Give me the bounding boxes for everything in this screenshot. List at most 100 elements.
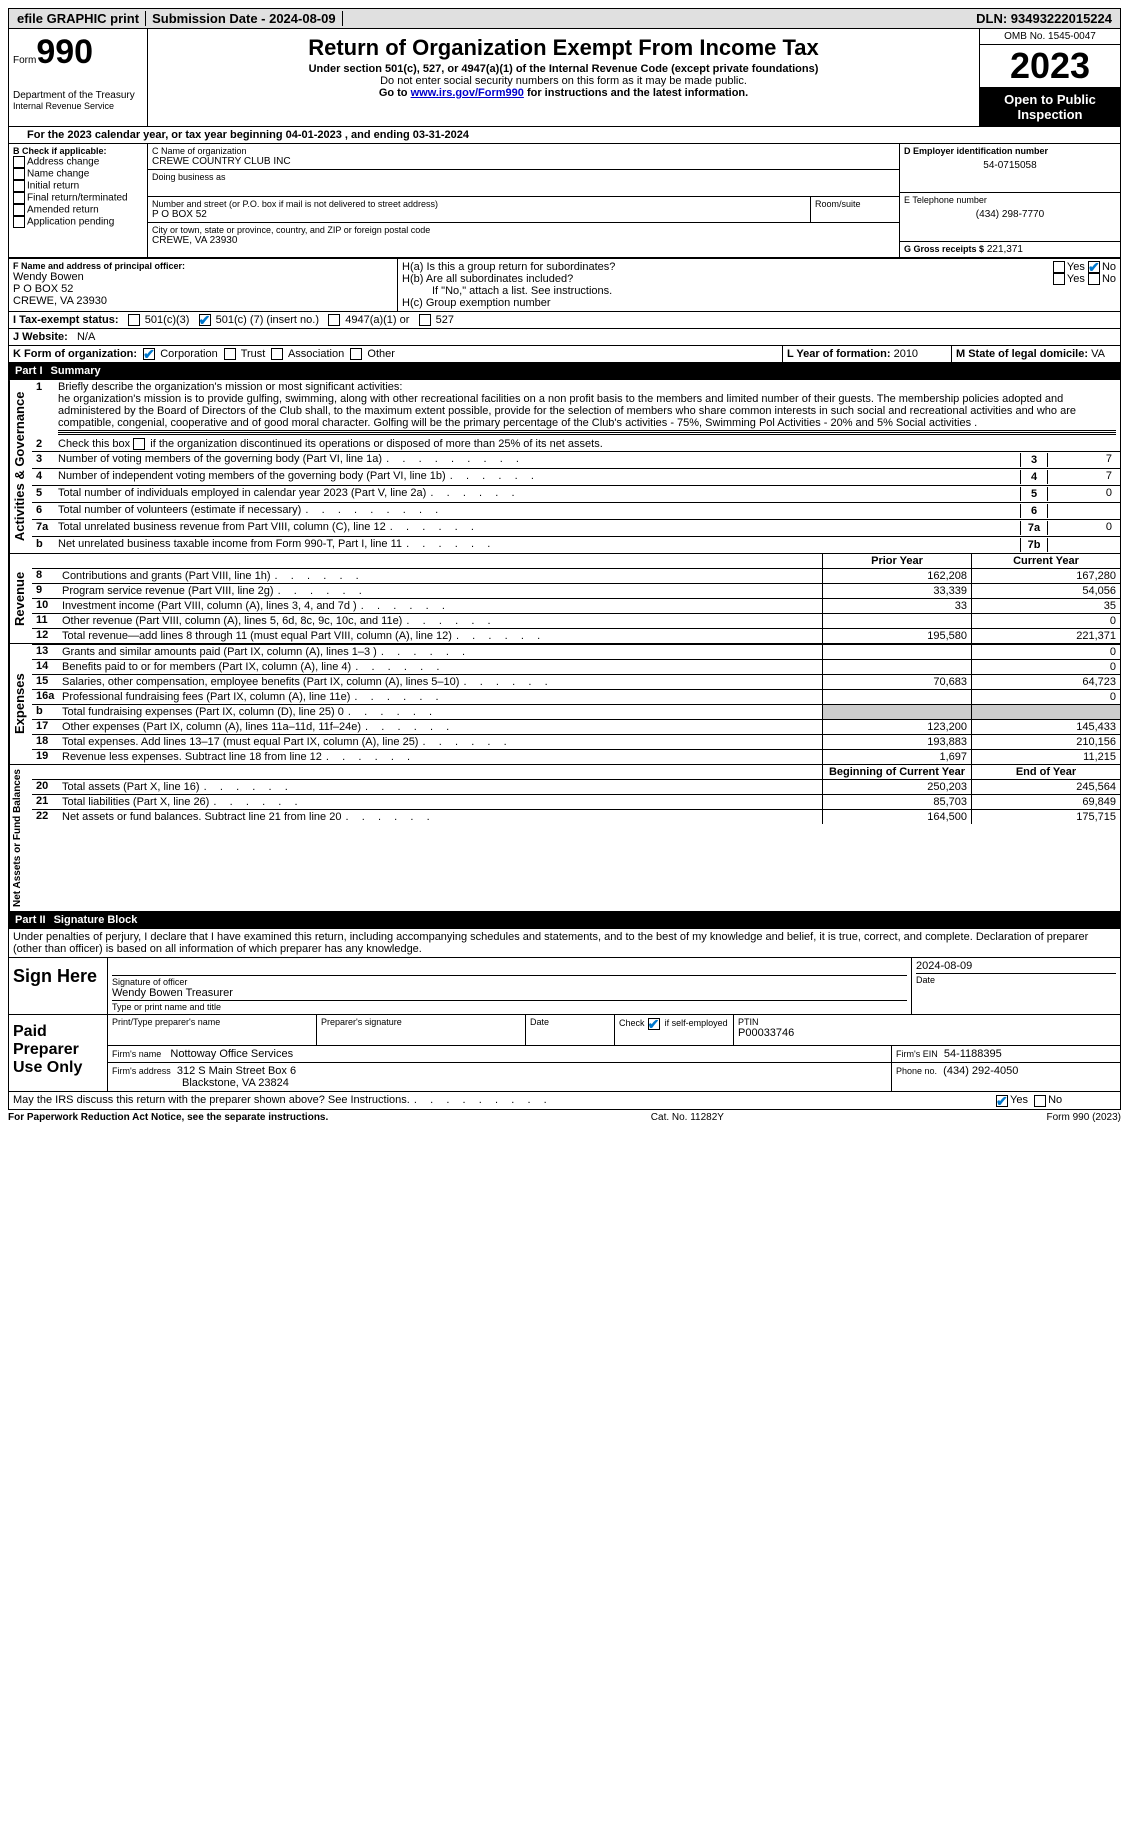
irs-link[interactable]: www.irs.gov/Form990 (411, 87, 524, 99)
sig-date-label: Date (916, 975, 1116, 985)
row-curr: 0 (971, 614, 1120, 628)
row-num: 22 (32, 810, 58, 824)
paid-preparer-block: Paid Preparer Use Only Print/Type prepar… (8, 1015, 1121, 1092)
row-prior: 70,683 (822, 675, 971, 689)
dept-treasury: Department of the Treasury (13, 90, 143, 101)
row-desc: Total liabilities (Part X, line 26) (58, 795, 822, 809)
cat-number: Cat. No. 11282Y (651, 1112, 724, 1123)
row-desc: Program service revenue (Part VIII, line… (58, 584, 822, 598)
row-prior: 123,200 (822, 720, 971, 734)
form-label: Form (13, 55, 36, 66)
hb-yes-checkbox[interactable] (1053, 273, 1065, 285)
row-num: 8 (32, 569, 58, 583)
submission-date: Submission Date - 2024-08-09 (146, 11, 343, 26)
cb-discontinued[interactable] (133, 438, 145, 450)
l7a: Total unrelated business revenue from Pa… (58, 521, 1020, 533)
row-desc: Investment income (Part VIII, column (A)… (58, 599, 822, 613)
cb-other[interactable] (350, 348, 362, 360)
perjury-declaration: Under penalties of perjury, I declare th… (8, 929, 1121, 958)
part1-header: Part I Summary (8, 363, 1121, 380)
form-title: Return of Organization Exempt From Incom… (152, 35, 975, 61)
discuss-no[interactable] (1034, 1095, 1046, 1107)
row-curr: 167,280 (971, 569, 1120, 583)
cb-corp[interactable] (143, 348, 155, 360)
row-prior: 193,883 (822, 735, 971, 749)
cb-pending[interactable]: Application pending (13, 216, 143, 228)
row-desc: Contributions and grants (Part VIII, lin… (58, 569, 822, 583)
row-curr: 69,849 (971, 795, 1120, 809)
prep-date-label: Date (530, 1017, 610, 1027)
firm-name: Nottoway Office Services (170, 1048, 293, 1060)
row-prior: 164,500 (822, 810, 971, 824)
website-label: J Website: (13, 331, 68, 343)
row-prior: 33 (822, 599, 971, 613)
cb-self-employed[interactable] (648, 1018, 660, 1030)
year-formation: 2010 (894, 348, 918, 360)
ha-yes-checkbox[interactable] (1053, 261, 1065, 273)
cb-501c[interactable] (199, 314, 211, 326)
row-num: 9 (32, 584, 58, 598)
row-prior: 250,203 (822, 780, 971, 794)
l1-label: Briefly describe the organization's miss… (58, 381, 402, 393)
l4-val: 7 (1048, 470, 1116, 482)
tax-year: 2023 (980, 45, 1120, 88)
table-row: 9Program service revenue (Part VIII, lin… (32, 583, 1120, 598)
row-num: 20 (32, 780, 58, 794)
section-h: H(a) Is this a group return for subordin… (398, 259, 1120, 311)
prep-sig-label: Preparer's signature (321, 1017, 521, 1027)
table-row: 20Total assets (Part X, line 16)250,2032… (32, 779, 1120, 794)
firm-addr: 312 S Main Street Box 6 (177, 1065, 296, 1077)
l3-val: 7 (1048, 453, 1116, 465)
row-curr: 11,215 (971, 750, 1120, 764)
cb-address-change[interactable]: Address change (13, 156, 143, 168)
sign-here-block: Sign Here Signature of officer Wendy Bow… (8, 958, 1121, 1015)
cb-4947[interactable] (328, 314, 340, 326)
sign-here-label: Sign Here (9, 958, 108, 1014)
governance-block: Activities & Governance 1 Briefly descri… (8, 380, 1121, 554)
section-b-label: B Check if applicable: (13, 146, 143, 156)
table-row: 19Revenue less expenses. Subtract line 1… (32, 749, 1120, 764)
table-row: 10Investment income (Part VIII, column (… (32, 598, 1120, 613)
cb-final-return[interactable]: Final return/terminated (13, 192, 143, 204)
table-row: 15Salaries, other compensation, employee… (32, 674, 1120, 689)
cb-initial-return[interactable]: Initial return (13, 180, 143, 192)
year-block: OMB No. 1545-0047 2023 Open to Public In… (980, 29, 1120, 126)
discuss-yes[interactable] (996, 1095, 1008, 1107)
efile-label: efile GRAPHIC print (11, 11, 146, 26)
row-desc: Net assets or fund balances. Subtract li… (58, 810, 822, 824)
cb-501c3[interactable] (128, 314, 140, 326)
row-curr: 145,433 (971, 720, 1120, 734)
row-desc: Professional fundraising fees (Part IX, … (58, 690, 822, 704)
prior-year-header: Prior Year (822, 554, 971, 568)
row-desc: Revenue less expenses. Subtract line 18 … (58, 750, 822, 764)
form-org-label: K Form of organization: (13, 348, 137, 360)
cb-name-change[interactable]: Name change (13, 168, 143, 180)
cb-527[interactable] (419, 314, 431, 326)
section-f: F Name and address of principal officer:… (9, 259, 398, 311)
row-prior: 33,339 (822, 584, 971, 598)
year-formation-label: L Year of formation: (787, 348, 891, 360)
ha-no-checkbox[interactable] (1088, 261, 1100, 273)
table-row: 8Contributions and grants (Part VIII, li… (32, 568, 1120, 583)
title-block: Return of Organization Exempt From Incom… (148, 29, 980, 126)
paid-preparer-label: Paid Preparer Use Only (9, 1015, 108, 1091)
street-value: P O BOX 52 (152, 209, 806, 220)
cb-amended[interactable]: Amended return (13, 204, 143, 216)
org-name: CREWE COUNTRY CLUB INC (152, 156, 895, 167)
row-curr: 245,564 (971, 780, 1120, 794)
officer-addr2: CREWE, VA 23930 (13, 295, 393, 307)
omb-number: OMB No. 1545-0047 (980, 29, 1120, 45)
room-label: Room/suite (815, 199, 895, 209)
cb-assoc[interactable] (271, 348, 283, 360)
row-curr: 35 (971, 599, 1120, 613)
row-desc: Benefits paid to or for members (Part IX… (58, 660, 822, 674)
row-num: 18 (32, 735, 58, 749)
row-prior: 162,208 (822, 569, 971, 583)
cb-trust[interactable] (224, 348, 236, 360)
row-prior (822, 690, 971, 704)
end-year-header: End of Year (971, 765, 1120, 779)
gross-receipts-label: G Gross receipts $ (904, 244, 984, 254)
l6: Total number of volunteers (estimate if … (58, 504, 1020, 516)
l1-text: he organization's mission is to provide … (58, 393, 1076, 429)
row-curr: 0 (971, 645, 1120, 659)
